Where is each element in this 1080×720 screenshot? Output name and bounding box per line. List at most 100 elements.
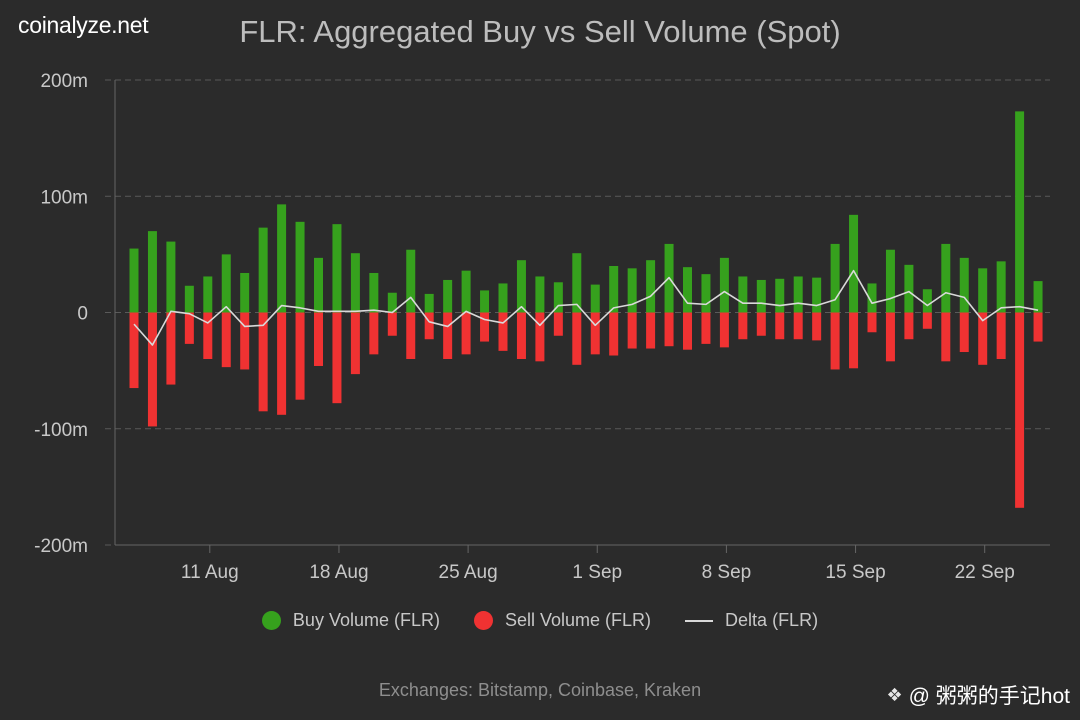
sell-bar[interactable] [535,312,545,362]
buy-bar[interactable] [812,277,822,313]
buy-bar[interactable] [553,282,563,313]
buy-bar[interactable] [516,260,526,313]
buy-bar[interactable] [350,253,360,313]
buy-bar[interactable] [627,268,637,313]
buy-bar[interactable] [258,227,268,313]
sell-bar[interactable] [332,312,342,404]
buy-bar[interactable] [978,268,988,313]
buy-bar[interactable] [498,283,508,313]
sell-bar[interactable] [996,312,1006,360]
buy-bar[interactable] [885,249,895,313]
buy-bar[interactable] [424,293,434,313]
buy-bar[interactable] [369,272,379,313]
sell-bar[interactable] [221,312,231,368]
sell-bar[interactable] [978,312,988,365]
sell-bar[interactable] [1033,312,1043,342]
buy-bar[interactable] [683,267,692,313]
sell-bar[interactable] [922,312,932,329]
sell-bar[interactable] [350,312,360,375]
buy-bar[interactable] [443,279,453,313]
sell-bar[interactable] [775,312,785,340]
sell-bar[interactable] [1015,312,1025,508]
buy-bar[interactable] [166,241,176,313]
sell-bar[interactable] [424,312,434,340]
buy-bar[interactable] [996,261,1006,313]
buy-bar[interactable] [849,214,859,313]
sell-bar[interactable] [812,312,822,341]
sell-bar[interactable] [572,312,582,365]
sell-bar[interactable] [793,312,803,340]
sell-bar[interactable] [203,312,213,360]
sell-bar[interactable] [830,312,840,370]
buy-bar[interactable] [387,292,397,313]
buy-bar[interactable] [277,204,287,313]
buy-bar[interactable] [922,289,932,313]
buy-bar[interactable] [941,243,951,313]
sell-bar[interactable] [664,312,674,347]
buy-bar[interactable] [701,274,711,313]
buy-bar[interactable] [461,270,471,313]
sell-bar[interactable] [590,312,600,355]
sell-bar[interactable] [369,312,379,355]
sell-bar[interactable] [461,312,471,355]
sell-bar[interactable] [129,312,139,389]
buy-bar[interactable] [830,243,840,313]
delta-line[interactable] [133,269,1039,346]
sell-bar[interactable] [387,312,397,336]
sell-bar[interactable] [738,312,748,340]
buy-bar[interactable] [793,276,803,313]
sell-bar[interactable] [719,312,729,348]
sell-bar[interactable] [184,312,194,344]
sell-bar[interactable] [498,312,508,351]
buy-bar[interactable] [147,231,157,313]
legend-item-sell[interactable]: Sell Volume (FLR) [473,610,651,631]
sell-bar[interactable] [553,312,563,336]
buy-bar[interactable] [240,272,250,313]
sell-bar[interactable] [867,312,877,333]
buy-bar[interactable] [406,249,416,313]
legend-item-delta[interactable]: Delta (FLR) [685,610,818,631]
sell-bar[interactable] [627,312,637,349]
sell-bar[interactable] [516,312,526,360]
sell-bar[interactable] [277,312,287,415]
sell-bar[interactable] [959,312,969,353]
sell-bar[interactable] [480,312,490,342]
sell-bar[interactable] [646,312,656,349]
buy-bar[interactable] [775,278,785,313]
sell-bar[interactable] [406,312,416,360]
sell-bar[interactable] [295,312,305,400]
sell-bar[interactable] [443,312,453,360]
buy-bar[interactable] [480,290,490,313]
buy-bar[interactable] [646,260,656,313]
buy-bar[interactable] [959,257,969,313]
sell-bar[interactable] [756,312,766,336]
buy-bar[interactable] [295,221,305,313]
buy-bar[interactable] [1015,111,1025,313]
brand-label[interactable]: coinalyze.net [18,12,149,38]
buy-bar[interactable] [1033,281,1043,313]
buy-bar[interactable] [203,276,213,313]
buy-bar[interactable] [184,285,194,313]
buy-bar[interactable] [314,257,323,313]
sell-bar[interactable] [701,312,711,344]
buy-bar[interactable] [609,266,619,313]
sell-bar[interactable] [314,312,323,366]
sell-bar[interactable] [147,312,157,427]
buy-bar[interactable] [719,257,729,313]
buy-bar[interactable] [332,224,342,313]
sell-bar[interactable] [904,312,914,340]
buy-bar[interactable] [535,276,545,313]
sell-bar[interactable] [683,312,692,350]
buy-bar[interactable] [221,254,231,313]
buy-bar[interactable] [756,279,766,313]
buy-bar[interactable] [129,248,139,313]
sell-bar[interactable] [166,312,176,385]
sell-bar[interactable] [258,312,268,412]
buy-bar[interactable] [572,253,582,313]
buy-bar[interactable] [590,284,600,313]
sell-bar[interactable] [849,312,859,369]
sell-bar[interactable] [609,312,619,356]
sell-bar[interactable] [240,312,250,370]
buy-bar[interactable] [738,276,748,313]
buy-bar[interactable] [904,264,914,313]
